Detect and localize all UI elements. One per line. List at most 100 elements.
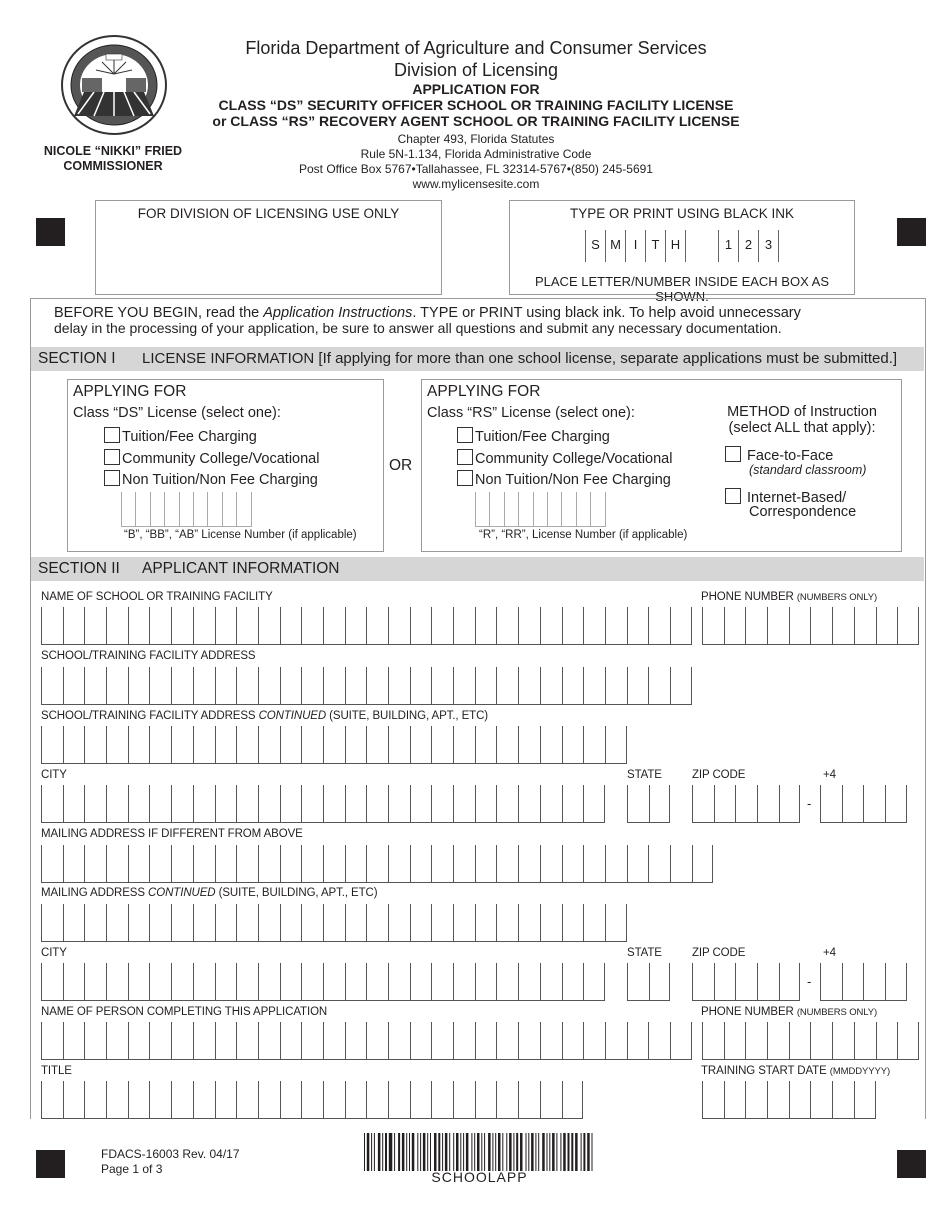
character-box[interactable]	[62, 904, 85, 941]
character-box[interactable]	[767, 607, 789, 644]
checkbox[interactable]	[725, 446, 741, 462]
character-box[interactable]	[322, 607, 345, 644]
character-box[interactable]	[745, 1081, 767, 1118]
character-box[interactable]	[723, 1081, 746, 1118]
character-box[interactable]	[236, 1022, 258, 1059]
character-box[interactable]	[474, 607, 497, 644]
character-box[interactable]	[301, 1022, 323, 1059]
character-box[interactable]	[788, 1081, 811, 1118]
character-box[interactable]	[539, 667, 562, 704]
character-box[interactable]	[539, 963, 562, 1000]
character-box[interactable]	[853, 607, 876, 644]
character-box[interactable]	[590, 492, 606, 526]
character-box[interactable]	[388, 904, 410, 941]
character-box[interactable]	[279, 607, 302, 644]
character-box[interactable]	[897, 1022, 919, 1059]
mailing-address-input[interactable]	[41, 845, 714, 883]
character-box[interactable]	[127, 785, 150, 822]
character-box[interactable]	[214, 607, 237, 644]
checkbox[interactable]	[457, 470, 473, 486]
character-box[interactable]	[453, 1022, 475, 1059]
character-box[interactable]	[496, 667, 518, 704]
character-box[interactable]	[322, 904, 345, 941]
character-box[interactable]	[532, 492, 547, 526]
character-box[interactable]	[409, 1081, 432, 1118]
character-box[interactable]	[409, 1022, 432, 1059]
character-box[interactable]	[41, 904, 63, 941]
character-box[interactable]	[171, 963, 193, 1000]
character-box[interactable]	[192, 667, 215, 704]
character-box[interactable]	[474, 726, 497, 763]
character-box[interactable]	[702, 607, 724, 644]
character-box[interactable]	[301, 726, 323, 763]
character-box[interactable]	[853, 1022, 876, 1059]
character-box[interactable]	[388, 607, 410, 644]
character-box[interactable]	[496, 785, 518, 822]
character-box[interactable]	[149, 1081, 171, 1118]
character-box[interactable]	[539, 845, 562, 882]
mailing-city-input[interactable]	[41, 963, 605, 1001]
character-box[interactable]	[431, 845, 453, 882]
character-box[interactable]	[301, 1081, 323, 1118]
character-box[interactable]	[583, 607, 605, 644]
character-box[interactable]	[62, 963, 85, 1000]
character-box[interactable]	[106, 845, 128, 882]
character-box[interactable]	[127, 607, 150, 644]
character-box[interactable]	[149, 667, 171, 704]
character-box[interactable]	[561, 726, 584, 763]
character-box[interactable]	[583, 963, 605, 1000]
character-box[interactable]	[713, 785, 736, 822]
character-box[interactable]	[723, 607, 746, 644]
character-box[interactable]	[192, 1081, 215, 1118]
character-box[interactable]	[84, 904, 106, 941]
character-box[interactable]	[388, 963, 410, 1000]
character-box[interactable]	[106, 785, 128, 822]
character-box[interactable]	[322, 845, 345, 882]
character-box[interactable]	[214, 667, 237, 704]
character-box[interactable]	[409, 785, 432, 822]
character-box[interactable]	[648, 607, 670, 644]
character-box[interactable]	[757, 785, 779, 822]
character-box[interactable]	[106, 667, 128, 704]
rs-license-number-input[interactable]	[475, 492, 606, 527]
character-box[interactable]	[236, 492, 252, 526]
character-box[interactable]	[496, 726, 518, 763]
character-box[interactable]	[257, 785, 280, 822]
character-box[interactable]	[62, 1081, 85, 1118]
character-box[interactable]	[841, 785, 864, 822]
character-box[interactable]	[388, 785, 410, 822]
character-box[interactable]	[221, 492, 236, 526]
character-box[interactable]	[604, 904, 627, 941]
character-box[interactable]	[788, 607, 811, 644]
character-box[interactable]	[691, 845, 714, 882]
character-box[interactable]	[257, 726, 280, 763]
character-box[interactable]	[236, 1081, 258, 1118]
character-box[interactable]	[214, 785, 237, 822]
character-box[interactable]	[583, 1022, 605, 1059]
character-box[interactable]	[575, 492, 590, 526]
character-box[interactable]	[171, 1081, 193, 1118]
character-box[interactable]	[409, 904, 432, 941]
character-box[interactable]	[583, 667, 605, 704]
character-box[interactable]	[388, 726, 410, 763]
character-box[interactable]	[106, 963, 128, 1000]
character-box[interactable]	[409, 963, 432, 1000]
character-box[interactable]	[257, 607, 280, 644]
character-box[interactable]	[409, 845, 432, 882]
character-box[interactable]	[301, 607, 323, 644]
character-box[interactable]	[344, 845, 367, 882]
person-name-input[interactable]	[41, 1022, 692, 1060]
character-box[interactable]	[431, 667, 453, 704]
character-box[interactable]	[344, 904, 367, 941]
character-box[interactable]	[41, 785, 63, 822]
character-box[interactable]	[561, 492, 575, 526]
character-box[interactable]	[366, 1081, 388, 1118]
character-box[interactable]	[539, 607, 562, 644]
character-box[interactable]	[62, 667, 85, 704]
character-box[interactable]	[214, 1022, 237, 1059]
character-box[interactable]	[149, 904, 171, 941]
character-box[interactable]	[214, 904, 237, 941]
checkbox[interactable]	[457, 449, 473, 465]
character-box[interactable]	[604, 667, 627, 704]
character-box[interactable]	[409, 667, 432, 704]
